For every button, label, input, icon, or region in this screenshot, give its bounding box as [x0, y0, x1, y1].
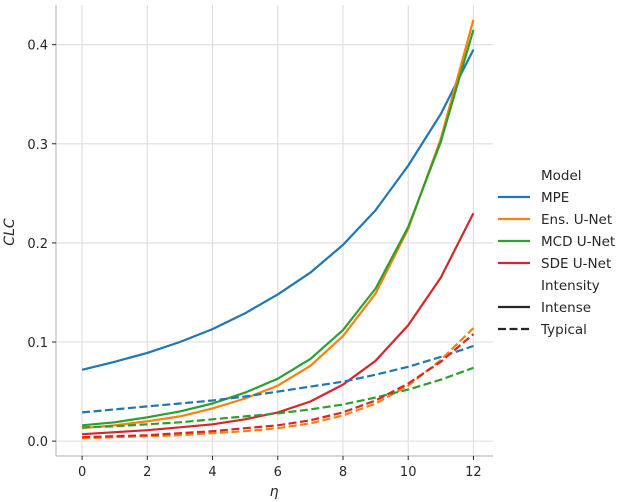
series-line-mcd-u-net-intense — [81, 29, 475, 427]
y-tick-label: 0.2 — [27, 237, 48, 252]
x-tick-label: 8 — [339, 465, 347, 480]
series-line-mcd-u-net-typical — [82, 366, 474, 429]
legend-entry: MCD U-Net — [541, 234, 615, 250]
y-tick-label: 0.0 — [27, 435, 48, 450]
legend-title-intensity: Intensity — [541, 278, 600, 294]
series-line-mpe-intense — [81, 49, 475, 371]
x-tick-label: 12 — [465, 465, 482, 480]
grid — [56, 5, 493, 456]
x-tick-label: 2 — [143, 465, 151, 480]
legend-title-model: Model — [541, 168, 582, 184]
y-axis-label: CLC — [2, 218, 18, 246]
x-tick-label: 0 — [78, 465, 86, 480]
x-axis-label: η — [270, 484, 279, 500]
legend-entry: Ens. U-Net — [541, 212, 612, 228]
x-tick-label: 6 — [274, 465, 282, 480]
x-tick-label: 4 — [208, 465, 216, 480]
y-tick-label: 0.3 — [27, 138, 48, 153]
legend-entry: MPE — [541, 190, 569, 206]
legend-entry: SDE U-Net — [541, 256, 611, 272]
y-tick-label: 0.1 — [27, 336, 48, 351]
legend: Model MPE Ens. U-Net MCD U-Net SDE U-Net Inte… — [498, 168, 615, 338]
tick-labels: 0 2 4 6 8 10 12 0.0 0.1 0.2 0.3 0.4 — [27, 39, 481, 480]
y-tick-label: 0.4 — [27, 39, 48, 54]
x-tick-label: 10 — [400, 465, 417, 480]
series-line-mpe-typical — [81, 344, 474, 414]
legend-entry: Typical — [540, 322, 587, 338]
series-lines — [81, 19, 475, 440]
legend-entry: Intense — [541, 300, 591, 316]
series-line-sde-u-net-typical — [82, 333, 475, 439]
axes-spines — [55, 5, 493, 457]
